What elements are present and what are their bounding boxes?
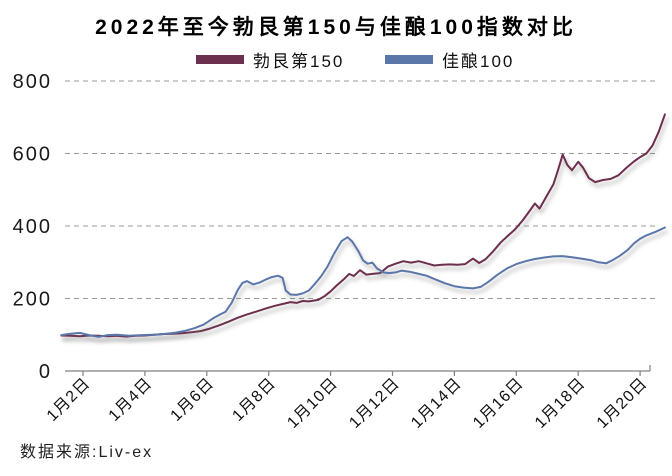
- x-axis-label-9: 1月20日: [594, 375, 651, 432]
- chart-title: 2022年至今勃艮第150与佳酿100指数对比: [95, 16, 577, 39]
- legend-item-burgundy150: 勃艮第150: [196, 50, 344, 71]
- legend-label-fine100: 佳酿100: [442, 51, 515, 71]
- x-axis-label-7: 1月16日: [470, 375, 527, 432]
- x-axis-label-2: 1月6日: [168, 375, 218, 425]
- x-axis-label-4: 1月10日: [284, 375, 341, 432]
- series-line-burgundy-150: [60, 113, 666, 338]
- legend-swatch-burgundy150-icon: [196, 54, 244, 64]
- y-axis-label-200: 200: [13, 289, 52, 311]
- series-line-fine-wine-100: [60, 226, 666, 338]
- legend-swatch-fine100-icon: [385, 54, 433, 64]
- x-axis-label-8: 1月18日: [532, 375, 589, 432]
- y-axis-label-400: 400: [13, 216, 52, 238]
- legend-item-fine100: 佳酿100: [385, 50, 514, 71]
- y-axis-label-800: 800: [13, 71, 52, 93]
- legend-label-burgundy150: 勃艮第150: [253, 51, 345, 71]
- source-note: 数据来源:Liv-ex: [20, 444, 154, 461]
- y-axis-label-0: 0: [39, 361, 52, 383]
- x-axis-label-5: 1月12日: [346, 375, 403, 432]
- x-axis-label-6: 1月14日: [408, 375, 465, 432]
- x-axis-label-3: 1月8日: [229, 375, 279, 425]
- y-axis-label-600: 600: [13, 144, 52, 166]
- x-axis-label-1: 1月4日: [106, 375, 156, 425]
